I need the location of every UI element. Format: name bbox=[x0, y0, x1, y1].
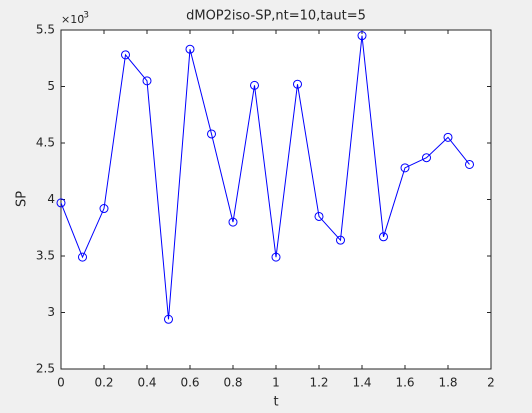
data-point bbox=[228, 217, 238, 227]
y-tick-label: 4.5 bbox=[36, 136, 55, 150]
data-point bbox=[443, 132, 453, 142]
x-tick-label: 1.8 bbox=[438, 376, 457, 390]
x-tick-label: 0.8 bbox=[223, 376, 242, 390]
data-point bbox=[164, 314, 173, 324]
x-tick-label: 1.2 bbox=[309, 376, 328, 390]
data-point bbox=[250, 80, 259, 90]
x-tick-label: 1 bbox=[272, 376, 280, 390]
y-tick-label: 3 bbox=[47, 305, 55, 319]
data-point bbox=[78, 252, 87, 262]
data-point bbox=[336, 235, 345, 245]
y-tick-label: 2.5 bbox=[36, 362, 55, 376]
data-point bbox=[293, 79, 302, 89]
data-point bbox=[357, 31, 367, 41]
x-axis-label: t bbox=[273, 395, 278, 410]
data-point bbox=[379, 232, 388, 242]
axes-box bbox=[60, 29, 492, 370]
x-tick-label: 0.4 bbox=[137, 376, 156, 390]
y-axis-label: SP bbox=[15, 191, 30, 207]
data-point bbox=[142, 76, 152, 86]
y-tick-label: 3.5 bbox=[36, 249, 55, 263]
x-tick-label: 0.2 bbox=[94, 376, 113, 390]
y-multiplier-base: ×10 bbox=[61, 13, 84, 26]
y-multiplier-exponent: -3 bbox=[80, 11, 89, 21]
chart-title: dMOP2iso-SP,nt=10,taut=5 bbox=[186, 9, 366, 24]
data-point bbox=[99, 204, 109, 214]
series-line bbox=[60, 35, 470, 320]
x-tick-label: 0.6 bbox=[180, 376, 199, 390]
y-tick-label: 5 bbox=[47, 79, 55, 93]
x-tick-label: 1.6 bbox=[395, 376, 414, 390]
data-point bbox=[121, 50, 130, 60]
x-tick-label: 0 bbox=[57, 376, 65, 390]
data-point bbox=[422, 153, 431, 163]
data-point bbox=[185, 44, 195, 54]
data-point bbox=[465, 159, 474, 169]
data-point bbox=[207, 129, 216, 139]
data-point bbox=[314, 211, 324, 221]
y-tick-label: 4 bbox=[47, 192, 55, 206]
y-tick-label: 5.5 bbox=[36, 23, 55, 37]
x-tick-label: 1.4 bbox=[352, 376, 371, 390]
x-tick-label: 2 bbox=[487, 376, 495, 390]
data-point bbox=[400, 163, 410, 173]
data-point bbox=[271, 252, 281, 262]
data-point bbox=[56, 198, 66, 208]
